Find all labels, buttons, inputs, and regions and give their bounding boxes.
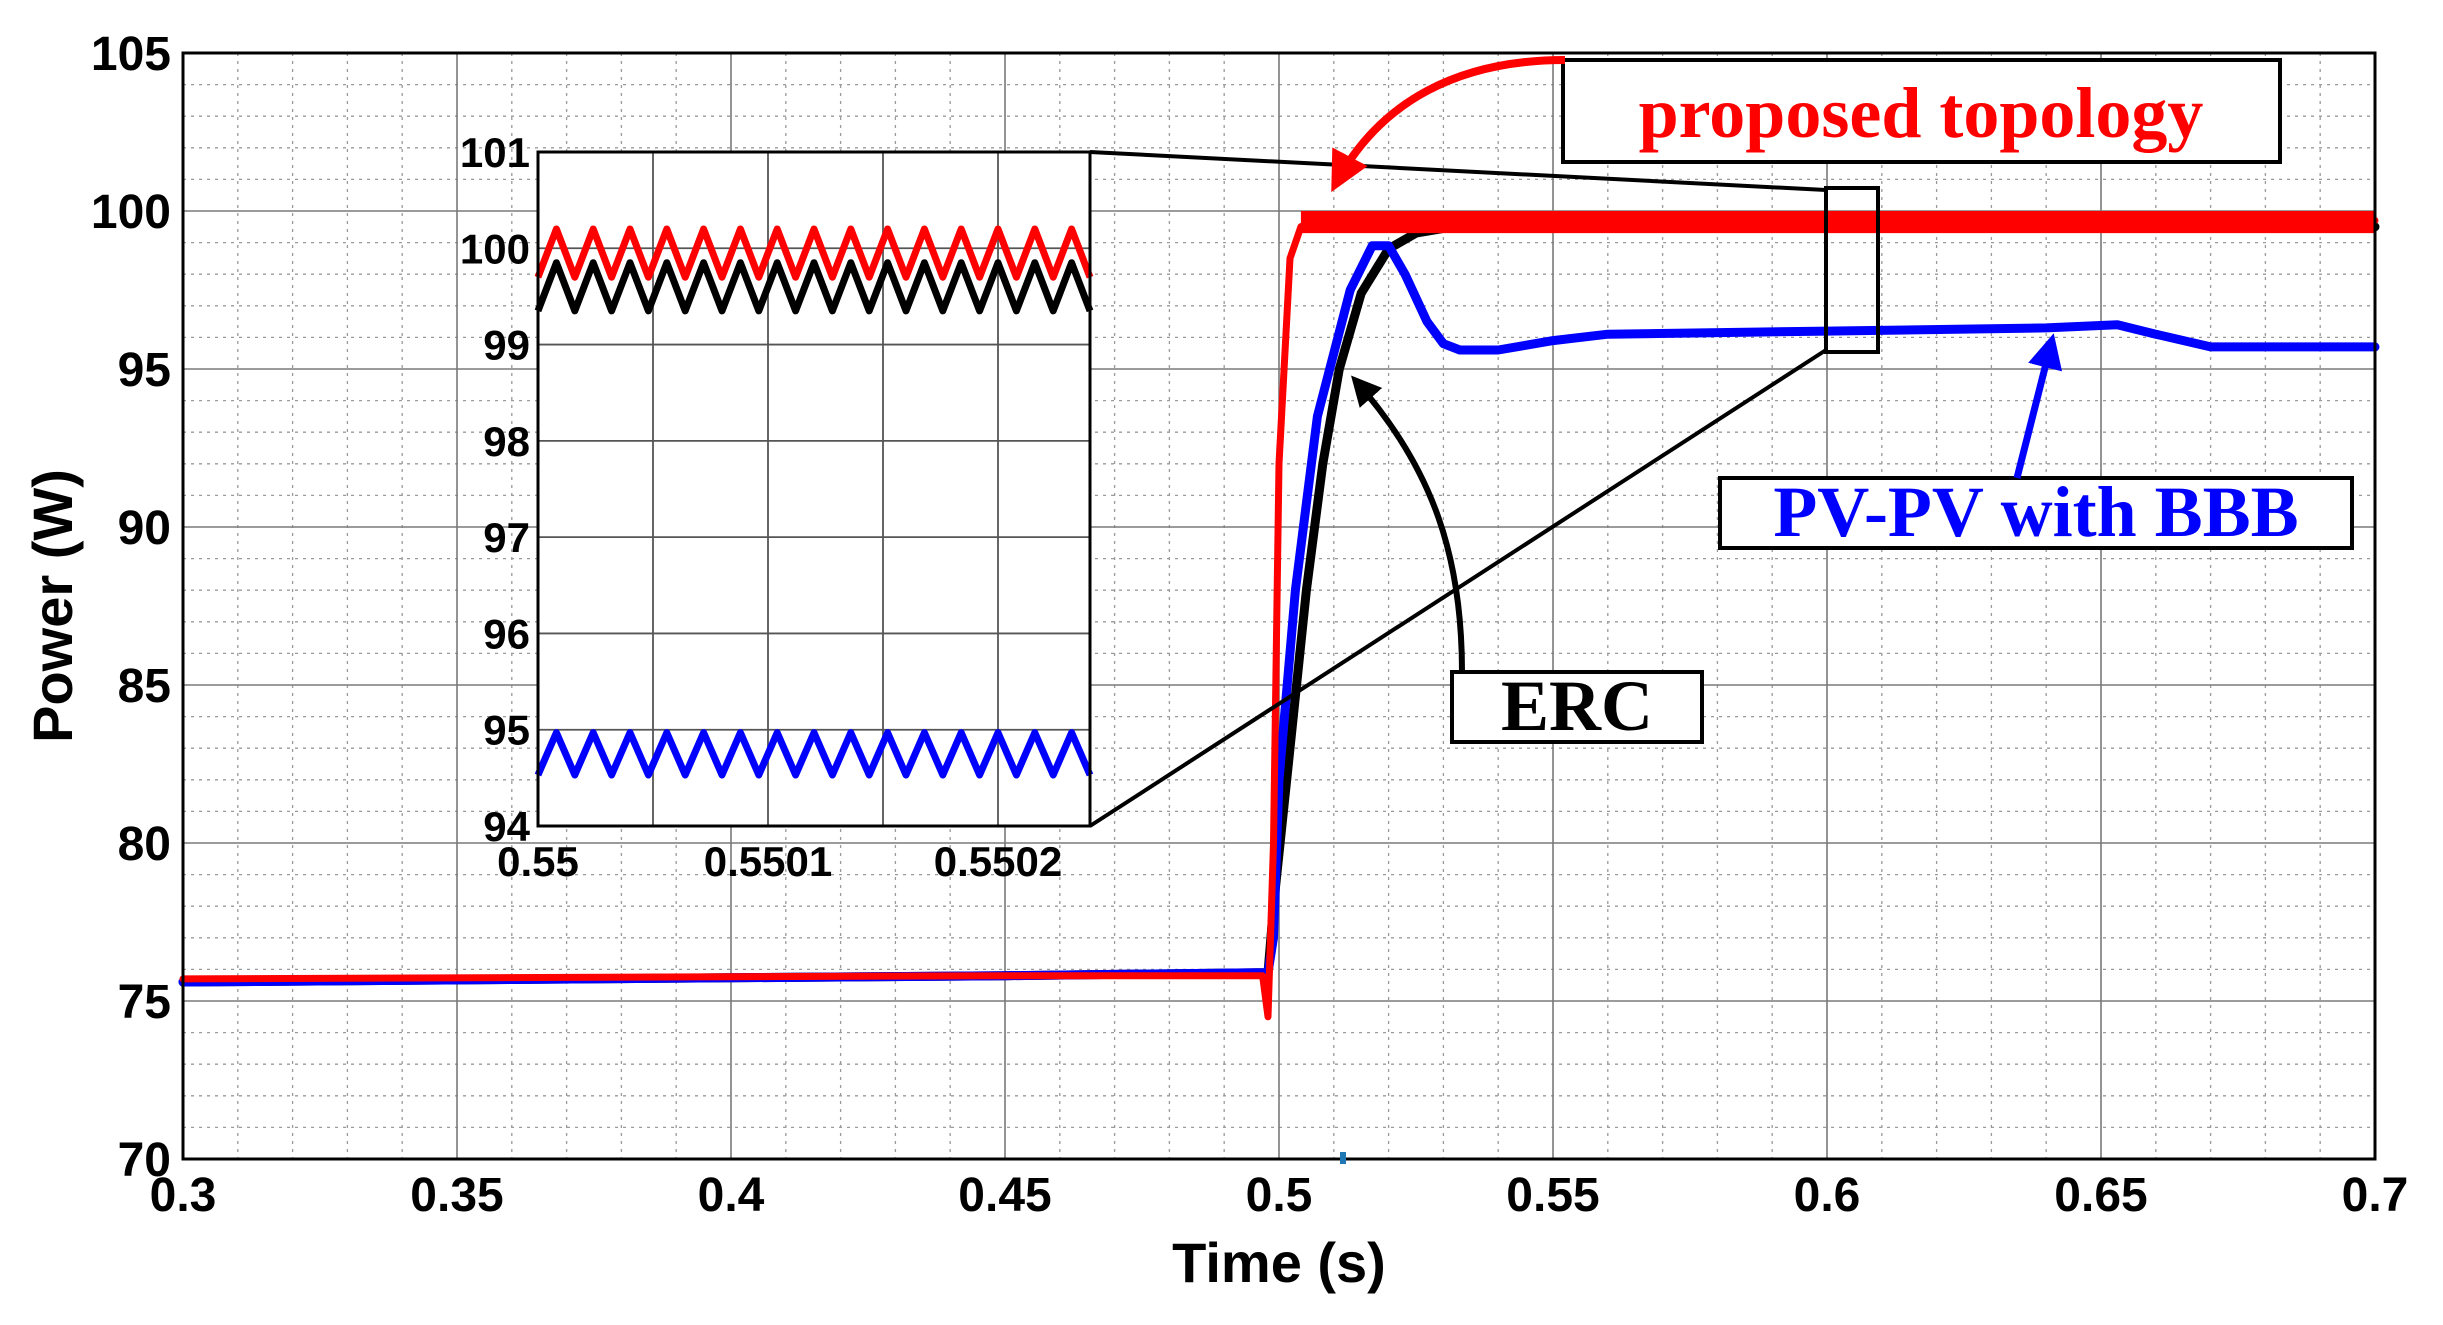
inset-x-tick-labels: 0.55 0.5501 0.5502 [497,838,1062,885]
inset-y-tick-label: 95 [483,707,530,754]
y-tick-label: 70 [118,1134,171,1187]
inset-series-proposed-topology [534,225,1094,281]
y-tick-label: 95 [118,344,171,397]
annotation-box [1561,58,2282,164]
y-tick-label: 80 [118,818,171,871]
x-tick-labels: 0.3 0.35 0.4 0.45 0.5 0.55 0.6 0.65 0.7 [150,1169,2409,1222]
annotation-pv-pv-with-bbb: PV-PV with BBB [1718,333,2354,552]
annotation-box [1450,670,1704,744]
annotation-label: ERC [1501,666,1653,746]
annotation-label: PV-PV with BBB [1773,472,2298,552]
series-line-pv-pv-with-bbb [178,241,2380,987]
inset-y-tick-label: 99 [483,322,530,369]
inset-series-erc [534,259,1094,315]
y-tick-label: 100 [91,186,171,239]
x-axis-label: Time (s) [1172,1231,1386,1294]
annotation-box [1718,476,2354,550]
x-tick-label: 0.55 [1506,1169,1599,1222]
inset-y-tick-label: 97 [483,514,530,561]
inset-y-tick-label: 94 [483,803,530,850]
inset-frame [536,150,1092,828]
x-tick-label: 0.3 [150,1169,217,1222]
inset-x-tick-label: 0.5501 [704,838,832,885]
y-tick-label: 105 [91,28,171,81]
x-tick-label: 0.5 [1246,1169,1313,1222]
x-tick-label: 0.4 [698,1169,765,1222]
series-layer [178,211,2380,1021]
y-tick-labels: 70 75 80 85 90 95 100 105 [91,28,171,1187]
annotation-arrow [2013,333,2063,479]
plot-frame [181,51,2377,1161]
annotation-erc: ERC [1351,375,1704,746]
y-tick-label: 85 [118,660,171,713]
inset-x-tick-label: 0.5502 [934,838,1062,885]
y-axis-label: Power (W) [21,469,84,743]
x-tick-label: 0.45 [958,1169,1051,1222]
annotation-proposed-topology: proposed topology [1331,56,2282,193]
inset-y-tick-label: 101 [460,129,530,176]
y-tick-label: 90 [118,502,171,555]
annotation-arrow [1351,375,1465,673]
inset-y-tick-label: 98 [483,418,530,465]
x-tick-label: 0.7 [2342,1169,2409,1222]
inset-y-tick-label: 100 [460,225,530,272]
annotation-arrow [1331,56,1566,193]
zoom-box [1824,186,1880,354]
inset-x-tick-label: 0.55 [497,838,579,885]
inset-series-pv-pv-with-bbb [534,729,1094,779]
annotation-label: proposed topology [1639,73,2204,153]
zoom-inset: 0.55 0.5501 0.5502 94 95 96 97 98 99 100 101 [460,129,1094,885]
y-tick-label: 75 [118,976,171,1029]
zoom-connector-top [1089,150,1827,192]
inset-y-tick-label: 96 [483,610,530,657]
inset-series-layer [534,225,1094,779]
proposed-topology-ripple-band [1300,211,2375,234]
x-tick-label: 0.65 [2054,1169,2147,1222]
x-tick-label: 0.6 [1794,1169,1861,1222]
inset-y-tick-labels: 94 95 96 97 98 99 100 101 [460,129,531,850]
x-tick-label: 0.35 [410,1169,503,1222]
